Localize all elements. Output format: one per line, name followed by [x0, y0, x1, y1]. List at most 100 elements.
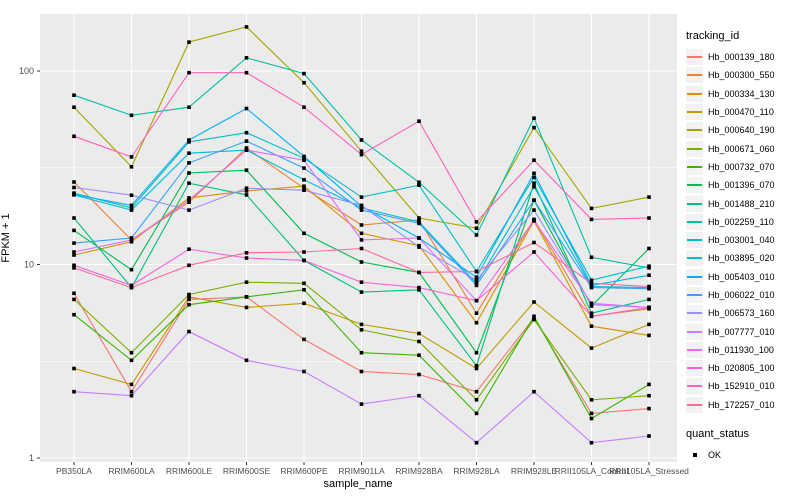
data-point	[532, 208, 536, 212]
data-point	[359, 138, 364, 142]
data-point	[129, 113, 134, 118]
data-point	[417, 216, 421, 220]
data-point	[129, 206, 134, 210]
data-point	[589, 301, 594, 306]
data-point	[244, 56, 249, 60]
data-point	[474, 278, 479, 282]
data-point	[359, 203, 364, 208]
legend-key-line-icon	[686, 213, 703, 230]
legend-shape-entries: OK	[686, 446, 798, 464]
data-point	[302, 186, 306, 190]
legend-entry-quant-status: OK	[686, 446, 798, 464]
data-point	[417, 183, 421, 187]
data-point	[474, 298, 479, 303]
data-point	[187, 181, 191, 185]
data-point	[72, 297, 76, 302]
legend-entry: Hb_152910_010	[686, 377, 798, 395]
legend-entry: Hb_000671_060	[686, 139, 798, 157]
legend-entry-label: Hb_007777_010	[708, 326, 775, 337]
data-point	[302, 369, 306, 374]
y-tick-label: 100	[19, 66, 34, 76]
data-point	[244, 193, 249, 197]
data-point	[187, 200, 191, 204]
legend-entry-label: Hb_000732_070	[708, 161, 775, 172]
data-point	[589, 255, 594, 260]
legend-key-line-icon	[686, 396, 703, 413]
series-color-swatch	[687, 385, 702, 388]
data-point	[187, 208, 191, 212]
data-point	[647, 434, 651, 438]
data-point	[474, 320, 479, 325]
y-tick-label: 1	[29, 453, 34, 463]
legend-entry: Hb_005403_010	[686, 268, 798, 286]
data-point	[474, 269, 479, 274]
legend-entry-label: Hb_001488_210	[708, 198, 775, 209]
data-point	[302, 80, 306, 85]
data-point	[359, 208, 364, 212]
legend-key-line-icon	[686, 104, 703, 121]
data-point	[417, 331, 421, 336]
legend-entry: Hb_007777_010	[686, 322, 798, 340]
data-point	[532, 317, 536, 322]
data-point	[129, 350, 134, 355]
data-point	[474, 281, 479, 286]
data-point	[302, 156, 306, 161]
data-point	[187, 171, 191, 175]
legend-entry-label: Hb_006573_160	[708, 308, 775, 319]
data-point	[187, 151, 191, 155]
data-point	[532, 125, 536, 130]
legend-entry-label: Hb_005403_010	[708, 271, 775, 282]
data-point	[72, 134, 76, 139]
legend-key-line-icon	[686, 378, 703, 395]
data-point	[72, 366, 76, 371]
data-point	[72, 253, 76, 257]
data-point	[187, 161, 191, 165]
data-point	[302, 178, 306, 182]
data-point	[589, 281, 594, 286]
data-point	[589, 440, 594, 445]
series-color-swatch	[687, 56, 702, 59]
legend-entry: Hb_003001_040	[686, 231, 798, 249]
legend-key-line-icon	[686, 360, 703, 377]
series-color-swatch	[687, 403, 702, 406]
data-point	[244, 251, 249, 255]
plot-panel	[40, 14, 677, 462]
legend-key-line-icon	[686, 250, 703, 267]
data-point	[589, 416, 594, 421]
data-point	[72, 185, 76, 190]
data-point	[187, 198, 191, 202]
data-point	[72, 93, 76, 97]
data-point	[129, 285, 134, 290]
data-point	[474, 275, 479, 279]
series-color-swatch	[687, 294, 702, 296]
legend-key-line-icon	[686, 323, 703, 340]
data-point	[532, 181, 536, 185]
data-point	[187, 247, 191, 251]
data-point	[532, 198, 536, 202]
data-point	[302, 188, 306, 192]
data-point	[589, 283, 594, 288]
data-point	[589, 314, 594, 319]
x-tick-label: RRIM928LE	[511, 466, 558, 476]
series-color-swatch	[687, 202, 702, 205]
data-point	[187, 302, 191, 307]
data-point	[417, 119, 421, 123]
legend-entry: Hb_006573_160	[686, 304, 798, 322]
data-point	[187, 263, 191, 268]
data-point	[129, 193, 134, 197]
data-point	[244, 189, 249, 193]
data-point	[647, 305, 651, 310]
data-point	[474, 233, 479, 237]
data-point	[129, 165, 134, 169]
x-tick-label: RRIM928BA	[395, 466, 443, 476]
legend-entry-label: Hb_000139_180	[708, 52, 775, 63]
data-point	[244, 168, 249, 172]
x-tick-label: PB350LA	[56, 466, 92, 476]
legend-entry-label: Hb_003001_040	[708, 235, 775, 246]
data-point	[589, 398, 594, 402]
data-point	[647, 273, 651, 277]
series-color-swatch	[687, 367, 702, 370]
data-point	[359, 350, 364, 355]
series-color-swatch	[687, 111, 702, 114]
